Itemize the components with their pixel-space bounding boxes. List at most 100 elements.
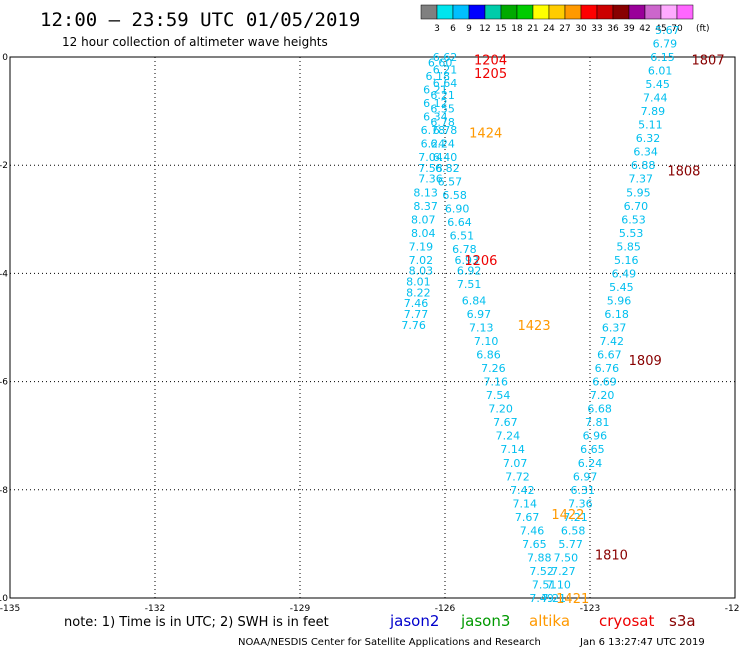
- swh-value: 5.16: [614, 254, 639, 267]
- swh-value: 6.78: [433, 124, 458, 137]
- legend-swatch: [660, 4, 678, 20]
- swh-value: 7.46: [404, 297, 429, 310]
- legend-swatch: [596, 4, 614, 20]
- swh-value: 6.24: [421, 138, 446, 151]
- x-tick-label: -129: [290, 604, 311, 614]
- swh-value: 6.31: [571, 484, 596, 497]
- x-tick-label: -120: [725, 604, 740, 614]
- swh-value: 5.45: [609, 281, 634, 294]
- legend-label: 3: [434, 24, 440, 34]
- swh-value: 5.53: [619, 227, 644, 240]
- time-label: 1421: [556, 592, 589, 607]
- swh-value: 7.89: [641, 105, 666, 118]
- time-label: 1423: [518, 319, 551, 334]
- swh-value: 7.51: [457, 278, 482, 291]
- legend-label: 21: [527, 24, 538, 34]
- y-tick-label: -6: [0, 378, 8, 388]
- swh-value: 7.10: [546, 578, 571, 591]
- swh-value: 6.67: [597, 349, 622, 362]
- legend-label: 70: [671, 24, 683, 34]
- legend-swatch: [644, 4, 662, 20]
- satellite-name: jason3: [460, 612, 510, 630]
- swh-value: 6.97: [467, 308, 492, 321]
- swh-value: 6.21: [433, 63, 458, 76]
- legend-label: 18: [511, 24, 523, 34]
- legend-label: 33: [591, 24, 602, 34]
- swh-value: 6.37: [602, 322, 627, 335]
- swh-value: 7.36: [568, 497, 593, 510]
- footer-note: note: 1) Time is in UTC; 2) SWH is in fe…: [64, 615, 329, 630]
- time-label: 1807: [692, 54, 725, 69]
- color-scale-legend: 3 6 9 12 15 18 21 24 27 30 33 36 39 42 45 70 (ft): [420, 4, 710, 34]
- swh-value: 6.64: [447, 216, 472, 229]
- y-tick-label: -10: [0, 594, 8, 604]
- swh-value: 7.04: [418, 151, 443, 164]
- gridlines: [10, 56, 735, 598]
- swh-value: 6.97: [573, 470, 598, 483]
- swh-value: 6.92: [457, 265, 482, 278]
- swh-value: 6.21: [423, 83, 448, 96]
- legend-swatch: [580, 4, 598, 20]
- swh-value: 7.14: [500, 443, 525, 456]
- swh-value: 6.76: [595, 362, 620, 375]
- legend-swatch: [676, 4, 694, 20]
- swh-value: 7.44: [643, 92, 668, 105]
- swh-value: 5.11: [638, 119, 663, 132]
- swh-value: 6.84: [462, 294, 487, 307]
- time-label: 1422: [551, 508, 584, 523]
- swh-value: 6.40: [433, 151, 458, 164]
- swh-value: 7.65: [522, 538, 547, 551]
- swh-value: 6.96: [583, 430, 608, 443]
- legend-label: 30: [575, 24, 587, 34]
- swh-value: 7.77: [404, 308, 429, 321]
- legend-label: 45: [655, 24, 666, 34]
- swh-value: 6.90: [445, 202, 470, 215]
- legend-swatch: [532, 4, 550, 20]
- swh-value: 7.88: [527, 551, 552, 564]
- swh-value: 6.58: [442, 189, 467, 202]
- chart-title: 12:00 – 23:59 UTC 01/05/2019: [40, 9, 360, 31]
- swh-value: 7.37: [629, 173, 654, 186]
- swh-value: 6.93: [455, 254, 480, 267]
- legend-label: 42: [639, 24, 650, 34]
- swh-value: 5.96: [607, 294, 632, 307]
- swh-value: 6.64: [433, 77, 458, 90]
- swh-value: 6.60: [428, 56, 453, 69]
- swh-value: 6.78: [421, 124, 446, 137]
- swh-value: 5.77: [558, 538, 583, 551]
- axis-tick-labels: -135 -132 -129 -126 -123 -120 0 -2 -4 -6 -8 -10: [0, 53, 740, 614]
- swh-value: 7.26: [481, 362, 506, 375]
- swh-value: 7.67: [515, 511, 540, 524]
- swh-value: 6.58: [561, 524, 586, 537]
- y-tick-label: 0: [2, 53, 8, 63]
- swh-value: 6.78: [430, 116, 455, 129]
- legend-swatch: [484, 4, 502, 20]
- swh-value: 8.01: [406, 276, 431, 289]
- swh-value: 8.13: [413, 186, 438, 199]
- swh-value: 7.52: [529, 565, 554, 578]
- swh-value: 6.18: [426, 70, 451, 83]
- swh-value: 6.34: [423, 111, 448, 124]
- y-tick-label: -2: [0, 161, 8, 171]
- swh-value: 7.72: [505, 470, 530, 483]
- swh-value: 7.36: [418, 173, 443, 186]
- swh-value: 5.45: [645, 78, 670, 91]
- swh-value: 7.46: [520, 524, 545, 537]
- swh-value: 7.16: [484, 376, 509, 389]
- swh-value: 7.42: [510, 484, 535, 497]
- swh-value: 6.82: [435, 162, 460, 175]
- legend-swatch: [452, 4, 470, 20]
- swh-value: 6.55: [430, 102, 455, 115]
- swh-value: 6.57: [438, 175, 463, 188]
- swh-value: 7.24: [496, 430, 521, 443]
- swh-value: 7.21: [542, 592, 567, 605]
- swh-value: 6.86: [476, 349, 501, 362]
- swh-value: 7.27: [551, 565, 576, 578]
- legend-swatch: [612, 4, 630, 20]
- legend-swatch: [628, 4, 646, 20]
- swh-value: 5.95: [626, 186, 651, 199]
- swh-value: 7.20: [488, 403, 513, 416]
